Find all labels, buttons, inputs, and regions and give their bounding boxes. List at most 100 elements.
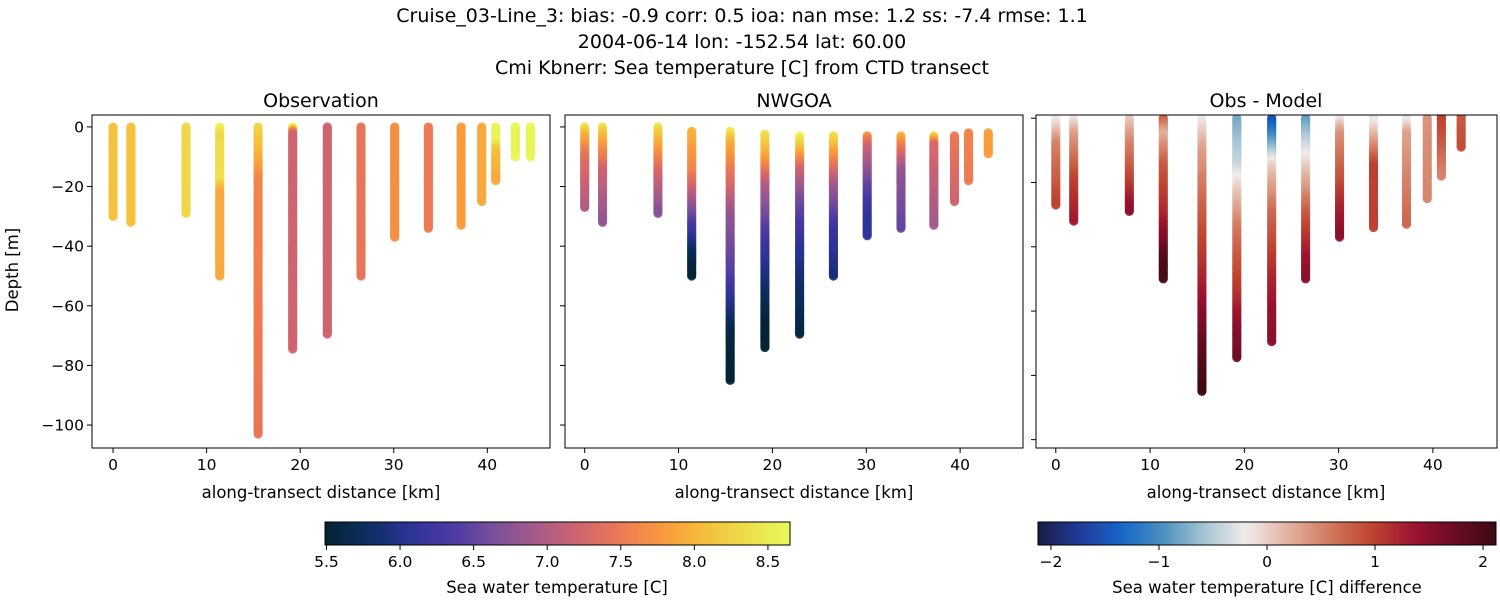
cast-12 bbox=[963, 128, 974, 186]
cast-0 bbox=[108, 122, 118, 221]
data-point bbox=[597, 217, 608, 227]
plot-area-difference bbox=[1051, 115, 1466, 397]
cast-6 bbox=[322, 122, 332, 339]
cast-12 bbox=[1436, 115, 1446, 181]
data-point bbox=[510, 152, 520, 162]
data-point bbox=[983, 149, 993, 159]
x-tick-label: 40 bbox=[950, 456, 970, 474]
cast-1 bbox=[597, 122, 608, 227]
figure-title-line-1: Cruise_03-Line_3: bias: -0.9 corr: 0.5 i… bbox=[396, 5, 1087, 27]
x-tick-label: 20 bbox=[1234, 456, 1254, 474]
cast-6 bbox=[795, 131, 805, 339]
data-point bbox=[108, 211, 118, 221]
x-axis-label-difference: along-transect distance [km] bbox=[1147, 483, 1386, 502]
cast-0 bbox=[1051, 115, 1061, 210]
x-tick-label: 30 bbox=[384, 456, 404, 474]
cast-11 bbox=[949, 131, 960, 207]
plot-area-observation bbox=[108, 122, 535, 439]
x-tick-label: 0 bbox=[108, 456, 118, 474]
data-point bbox=[1368, 222, 1379, 233]
cast-10 bbox=[929, 131, 939, 230]
x-tick-label: 0 bbox=[580, 456, 590, 474]
data-point bbox=[423, 223, 433, 233]
y-tick-label: −80 bbox=[51, 357, 84, 375]
axes-frame-model bbox=[564, 114, 1024, 449]
x-tick-label: 0 bbox=[1051, 456, 1061, 474]
panel-title-observation: Observation bbox=[263, 90, 379, 112]
cast-2 bbox=[181, 122, 191, 218]
data-point bbox=[477, 196, 487, 207]
x-axis-label-observation: along-transect distance [km] bbox=[202, 483, 441, 502]
colorbar-label-difference: Sea water temperature [C] difference bbox=[1112, 578, 1422, 597]
cast-4 bbox=[1197, 115, 1207, 397]
cast-9 bbox=[896, 131, 906, 233]
cast-9 bbox=[423, 122, 433, 233]
data-point bbox=[687, 271, 697, 281]
data-point bbox=[1267, 337, 1277, 347]
data-point bbox=[322, 329, 332, 339]
data-point bbox=[1456, 142, 1466, 152]
cast-8 bbox=[1334, 115, 1345, 242]
y-tick-label: 0 bbox=[74, 118, 84, 136]
data-point bbox=[828, 271, 839, 281]
y-tick-label: −40 bbox=[51, 238, 84, 256]
data-point bbox=[760, 342, 770, 353]
data-point bbox=[929, 220, 939, 230]
data-point bbox=[963, 175, 974, 186]
colorbar-tick-label: 8.0 bbox=[682, 553, 707, 571]
y-axis-label: Depth [m] bbox=[3, 228, 22, 312]
data-point bbox=[725, 375, 735, 385]
cast-11 bbox=[1422, 115, 1432, 204]
data-point bbox=[525, 152, 535, 162]
data-point bbox=[1401, 219, 1412, 229]
cast-3 bbox=[215, 122, 225, 281]
x-tick-label: 40 bbox=[477, 456, 497, 474]
colorbar-tick-label: −2 bbox=[1040, 553, 1063, 571]
cast-5 bbox=[288, 122, 298, 354]
cast-7 bbox=[828, 131, 839, 281]
cast-5 bbox=[760, 129, 770, 353]
cast-10 bbox=[456, 122, 466, 230]
data-point bbox=[862, 231, 872, 241]
data-point bbox=[215, 271, 225, 281]
colorbar-difference bbox=[1037, 521, 1497, 546]
x-tick-label: 30 bbox=[1329, 456, 1349, 474]
x-tick-label: 20 bbox=[763, 456, 783, 474]
data-point bbox=[288, 344, 298, 354]
cast-5 bbox=[1232, 115, 1242, 363]
panel-title-model: NWGOA bbox=[756, 90, 831, 112]
x-tick-label: 10 bbox=[669, 456, 689, 474]
cast-12 bbox=[491, 122, 501, 186]
colorbar-tick-label: 6.5 bbox=[461, 553, 486, 571]
cast-8 bbox=[390, 122, 400, 242]
data-point bbox=[653, 208, 663, 218]
colorbar-tick-label: 8.5 bbox=[756, 553, 781, 571]
y-tick-label: −20 bbox=[51, 178, 84, 196]
cast-11 bbox=[477, 122, 487, 207]
cast-6 bbox=[1267, 115, 1277, 347]
figure-title-line-3: Cmi Kbnerr: Sea temperature [C] from CTD… bbox=[495, 57, 989, 79]
data-point bbox=[456, 220, 466, 230]
y-tick-label: −100 bbox=[41, 417, 84, 435]
x-tick-label: 20 bbox=[290, 456, 310, 474]
axes-frame-difference bbox=[1035, 114, 1498, 449]
data-point bbox=[795, 329, 805, 339]
colorbar-tick-label: 6.0 bbox=[388, 553, 413, 571]
data-point bbox=[491, 175, 501, 186]
y-tick-label: −60 bbox=[51, 297, 84, 315]
data-point bbox=[1436, 171, 1446, 181]
cast-8 bbox=[862, 131, 872, 241]
x-tick-label: 40 bbox=[1423, 456, 1443, 474]
cast-3 bbox=[1158, 115, 1168, 284]
cast-7 bbox=[356, 122, 366, 281]
axes-frame-observation bbox=[91, 114, 551, 449]
cast-1 bbox=[126, 122, 136, 227]
data-point bbox=[1422, 193, 1432, 204]
data-point bbox=[1051, 200, 1061, 210]
x-tick-label: 10 bbox=[1140, 456, 1160, 474]
figure-title-line-2: 2004-06-14 lon: -152.54 lat: 60.00 bbox=[578, 31, 906, 53]
x-axis-label-model: along-transect distance [km] bbox=[675, 483, 914, 502]
colorbar-tick-label: 2 bbox=[1478, 553, 1488, 571]
data-point bbox=[1232, 353, 1242, 363]
